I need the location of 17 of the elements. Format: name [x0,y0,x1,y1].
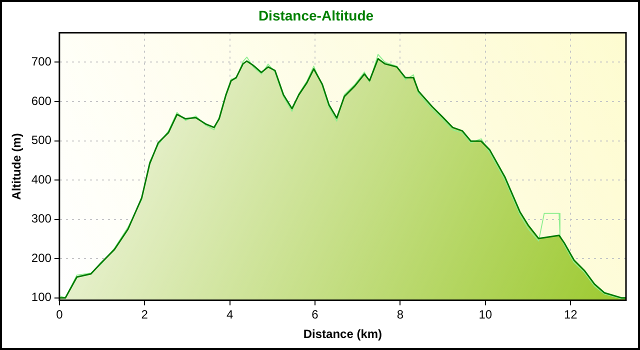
x-tick-label: 10 [478,308,492,322]
y-tick-label: 400 [31,172,52,186]
y-tick-label: 300 [31,212,52,226]
y-tick-label: 200 [31,250,52,265]
x-axis-title: Distance (km) [303,327,382,342]
x-tick-label: 0 [56,308,64,322]
x-tick-label: 4 [226,308,234,322]
y-tick-label: 100 [31,290,52,304]
y-axis-title: Altitude (m) [10,133,24,200]
x-tick-label: 2 [141,308,148,322]
x-tick-label: 12 [564,308,578,322]
y-tick-label: 600 [31,94,52,108]
x-tick-label: 6 [312,308,319,322]
y-tick-label: 500 [31,133,52,148]
chart-title: Distance-Altitude [258,7,374,24]
x-tick-label: 8 [396,308,404,322]
y-tick-label: 700 [31,54,52,69]
